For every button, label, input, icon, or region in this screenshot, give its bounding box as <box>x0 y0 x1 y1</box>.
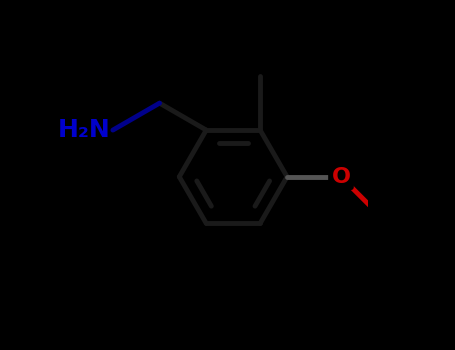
Text: O: O <box>332 167 350 187</box>
Text: H₂N: H₂N <box>57 118 110 142</box>
